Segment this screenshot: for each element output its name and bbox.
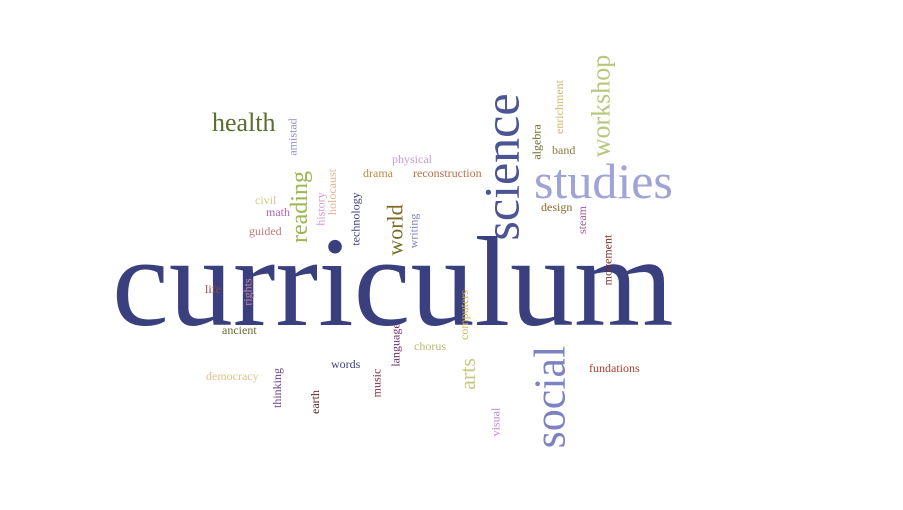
word-democracy: democracy: [206, 369, 259, 383]
word-computers: computers: [457, 290, 471, 340]
word-math: math: [266, 205, 290, 219]
word-workshop: workshop: [586, 54, 616, 158]
word-ancient: ancient: [222, 323, 257, 337]
word-steam: steam: [575, 206, 589, 234]
word-arts: arts: [454, 358, 480, 390]
word-language: language: [388, 323, 403, 367]
word-movement: movement: [600, 234, 615, 286]
word-earth: earth: [307, 390, 322, 414]
word-rights: rights: [240, 278, 255, 306]
word-enrichment: enrichment: [551, 80, 566, 134]
word-reading: reading: [286, 171, 313, 243]
word-design: design: [541, 200, 573, 214]
word-band: band: [552, 143, 576, 157]
word-studies: studies: [534, 153, 673, 209]
word-technology: technology: [348, 192, 363, 246]
word-chorus: chorus: [414, 339, 446, 353]
word-drama: drama: [363, 166, 393, 180]
word-visual: visual: [488, 407, 503, 437]
word-social: social: [525, 345, 575, 449]
word-physical: physical: [392, 152, 432, 166]
word-writing: writing: [406, 213, 421, 249]
word-reconstruction: reconstruction: [413, 166, 482, 180]
word-music: music: [369, 368, 384, 398]
word-holocaust: holocaust: [325, 169, 339, 215]
word-thinking: thinking: [270, 367, 285, 409]
word-amistad: amistad: [285, 118, 300, 156]
word-algebra: algebra: [529, 124, 544, 160]
word-science: science: [473, 93, 530, 241]
word-guided: guided: [249, 224, 282, 238]
word-health: health: [212, 108, 276, 137]
word-curriculum: curriculum: [112, 211, 674, 353]
word-civil: civil: [255, 193, 277, 207]
word-world: world: [382, 204, 408, 256]
word-history: history: [313, 192, 328, 226]
word-words: words: [331, 357, 361, 371]
word-fundations: fundations: [589, 361, 640, 375]
word-life: life: [205, 282, 221, 296]
